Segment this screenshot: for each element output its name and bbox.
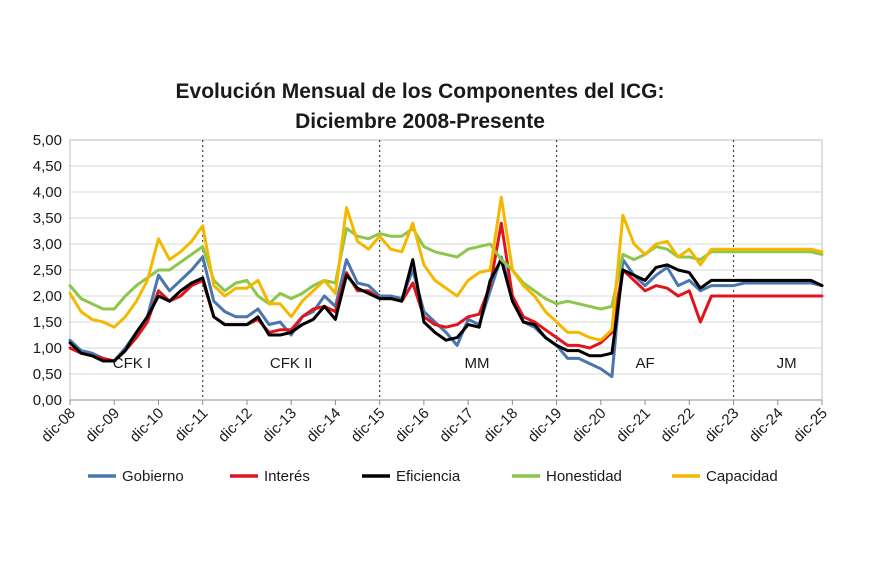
x-tick-label: dic-15 bbox=[348, 405, 389, 446]
period-label: MM bbox=[464, 355, 489, 372]
x-tick-label: dic-24 bbox=[746, 405, 787, 446]
legend-label: Honestidad bbox=[546, 468, 622, 485]
x-tick-label: dic-17 bbox=[436, 405, 477, 446]
x-tick-label: dic-25 bbox=[790, 405, 831, 446]
x-tick-label: dic-23 bbox=[701, 405, 742, 446]
y-tick-label: 4,50 bbox=[33, 158, 62, 175]
period-label: CFK I bbox=[113, 355, 151, 372]
chart-subtitle: Diciembre 2008-Presente bbox=[295, 110, 545, 133]
chart-title: Evolución Mensual de los Componentes del… bbox=[176, 80, 665, 103]
y-tick-label: 1,00 bbox=[33, 340, 62, 357]
y-tick-label: 3,50 bbox=[33, 210, 62, 227]
period-label: AF bbox=[635, 355, 654, 372]
gridlines bbox=[69, 139, 823, 401]
x-tick-label: dic-14 bbox=[303, 405, 344, 446]
period-labels: CFK I CFK II MM AF JM bbox=[113, 355, 797, 372]
legend-label: Gobierno bbox=[122, 468, 184, 485]
series-lines bbox=[68, 195, 824, 379]
y-axis: 0,00 0,50 1,00 1,50 2,00 2,50 3,00 3,50 4,00 4,50… bbox=[33, 132, 62, 409]
y-tick-label: 2,50 bbox=[33, 262, 62, 279]
y-tick-label: 0,00 bbox=[33, 392, 62, 409]
period-dividers bbox=[202, 140, 735, 400]
period-label: CFK II bbox=[270, 355, 313, 372]
y-tick-label: 1,50 bbox=[33, 314, 62, 331]
x-tick-label: dic-16 bbox=[392, 405, 433, 446]
series-line-honestidad bbox=[68, 226, 824, 311]
y-tick-label: 3,00 bbox=[33, 236, 62, 253]
x-tick-label: dic-22 bbox=[657, 405, 698, 446]
period-label: JM bbox=[777, 355, 797, 372]
y-tick-label: 2,00 bbox=[33, 288, 62, 305]
x-tick-label: dic-18 bbox=[480, 405, 521, 446]
legend: Gobierno Interés Eficiencia Honestidad Capac… bbox=[88, 468, 778, 485]
x-axis: dic-08 dic-09 dic-10 dic-11 dic-12 dic-13 dic-… bbox=[38, 399, 831, 446]
series-line-gobierno bbox=[68, 255, 824, 379]
series-line-capacidad bbox=[68, 195, 824, 342]
x-tick-label: dic-09 bbox=[82, 405, 123, 446]
legend-label: Capacidad bbox=[706, 468, 778, 485]
y-tick-label: 5,00 bbox=[33, 132, 62, 149]
legend-label: Eficiencia bbox=[396, 468, 461, 485]
x-tick-label: dic-21 bbox=[613, 405, 654, 446]
x-tick-label: dic-13 bbox=[259, 405, 300, 446]
x-tick-label: dic-10 bbox=[126, 405, 167, 446]
x-tick-label: dic-08 bbox=[38, 405, 79, 446]
x-tick-label: dic-19 bbox=[525, 405, 566, 446]
x-tick-label: dic-12 bbox=[215, 405, 256, 446]
x-tick-label: dic-11 bbox=[171, 405, 211, 445]
legend-label: Interés bbox=[264, 468, 310, 485]
y-tick-label: 4,00 bbox=[33, 184, 62, 201]
y-tick-label: 0,50 bbox=[33, 366, 62, 383]
series-line-eficiencia bbox=[68, 258, 824, 363]
series-line-inters bbox=[68, 221, 824, 363]
x-tick-label: dic-20 bbox=[569, 405, 610, 446]
